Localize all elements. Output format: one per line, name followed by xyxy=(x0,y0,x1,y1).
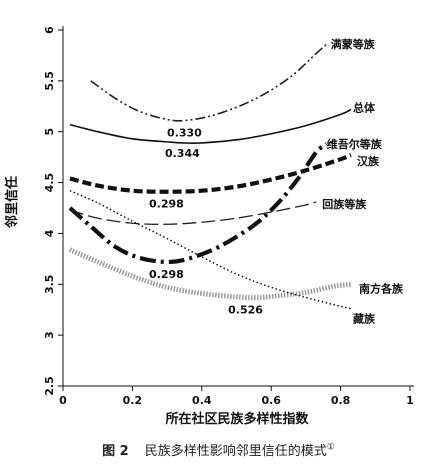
x-axis-label: 所在社区民族多样性指数 xyxy=(165,411,309,427)
y-axis-label: 邻里信任 xyxy=(4,176,20,229)
series-line xyxy=(69,190,352,310)
series-end-label: 满蒙等族 xyxy=(331,37,376,51)
series-end-label: 维吾尔等族 xyxy=(327,137,383,151)
series-end-label: 南方各族 xyxy=(359,281,404,295)
y-tick-label: 6 xyxy=(43,26,56,34)
min-point-label: 0.526 xyxy=(228,304,263,317)
figure-caption: 图 2 民族多样性影响邻里信任的模式① xyxy=(0,440,437,459)
series-end-label: 藏族 xyxy=(353,312,376,326)
labels-layer: 满蒙等族 0.330 总体 0.344 维吾尔等族 0.298 汉族 0.298 回族等族南方各… xyxy=(149,37,404,325)
series-layer xyxy=(68,43,352,310)
y-tick-label: 5 xyxy=(43,128,56,136)
x-tick-label: 0.4 xyxy=(192,394,212,407)
axes: 0 0.2 0.4 0.6 0.8 1 2.5 3 3.5 4 4.5 5 5.5 6 xyxy=(43,26,414,407)
series-line xyxy=(90,43,328,122)
series-end-label: 总体 xyxy=(353,100,376,114)
x-tick-label: 1 xyxy=(406,394,414,407)
y-tick-label: 3.5 xyxy=(43,275,56,295)
y-tick-label: 5.5 xyxy=(43,71,56,91)
footnote-mark: ① xyxy=(326,442,335,453)
series-line xyxy=(68,247,352,301)
series-line xyxy=(69,108,352,144)
min-point-label: 0.344 xyxy=(165,147,200,160)
series-end-label: 汉族 xyxy=(357,154,380,168)
series-line xyxy=(69,153,352,194)
min-point-label: 0.298 xyxy=(149,198,184,211)
x-tick-label: 0.8 xyxy=(331,394,351,407)
min-point-label: 0.298 xyxy=(149,268,184,281)
y-tick-label: 4 xyxy=(43,229,56,237)
x-tick-label: 0.2 xyxy=(123,394,143,407)
caption-text: 民族多样性影响邻里信任的模式 xyxy=(144,444,327,459)
series-end-label: 回族等族 xyxy=(322,197,367,211)
y-tick-label: 2.5 xyxy=(43,376,56,396)
figure-number: 图 2 xyxy=(102,444,129,459)
series-line xyxy=(69,201,317,225)
y-tick-label: 4.5 xyxy=(43,173,56,193)
x-tick-label: 0 xyxy=(59,394,67,407)
y-tick-label: 3 xyxy=(43,331,56,339)
min-point-label: 0.330 xyxy=(167,127,202,140)
series-line xyxy=(68,142,329,265)
x-tick-label: 0.6 xyxy=(261,394,281,407)
chart: 0 0.2 0.4 0.6 0.8 1 2.5 3 3.5 4 4.5 5 5.5 6 满蒙等族 0.330… xyxy=(4,26,414,427)
